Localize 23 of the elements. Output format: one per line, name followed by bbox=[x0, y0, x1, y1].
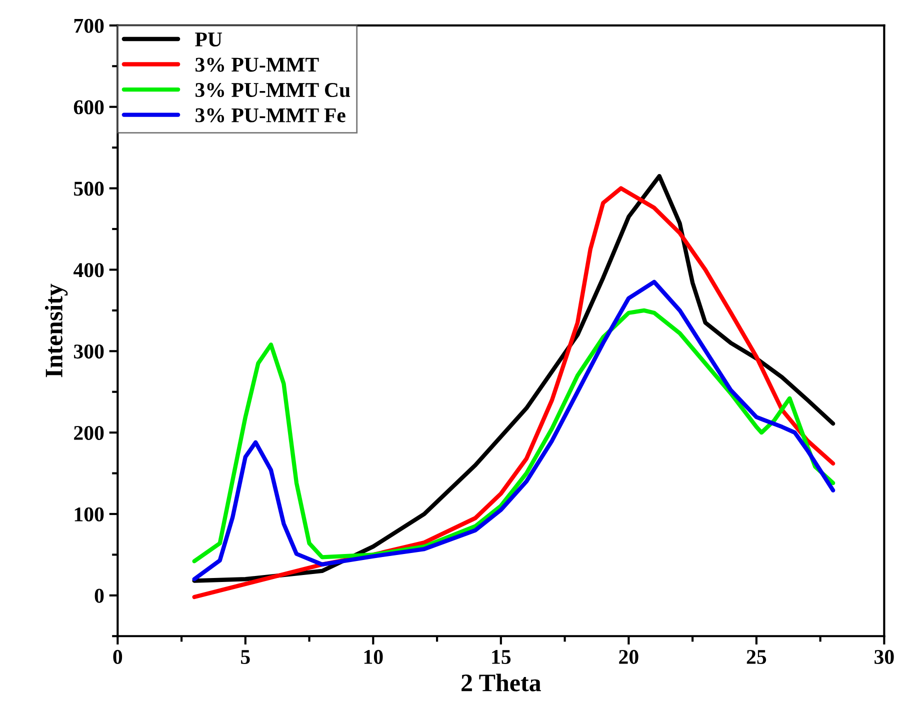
legend-label: 3% PU-MMT bbox=[196, 58, 319, 72]
y-tick-label: 100 bbox=[74, 507, 104, 522]
legend-label: PU bbox=[195, 32, 222, 46]
x-tick-label: 5 bbox=[241, 650, 250, 664]
x-tick-label: 15 bbox=[492, 650, 511, 664]
x-tick-label: 10 bbox=[364, 650, 383, 664]
x-tick-label: 25 bbox=[746, 650, 766, 664]
y-tick-label: 700 bbox=[74, 18, 104, 33]
x-tick-label: 30 bbox=[874, 650, 894, 664]
y-tick-label: 300 bbox=[74, 344, 104, 359]
y-tick-label: 200 bbox=[74, 426, 104, 440]
y-tick-label: 600 bbox=[74, 100, 104, 114]
line-series bbox=[192, 308, 836, 564]
y-axis-title: Intensity bbox=[44, 284, 68, 378]
x-axis-title: 2 Theta bbox=[462, 674, 541, 692]
y-tick-label: 400 bbox=[73, 263, 104, 278]
x-tick-label: 20 bbox=[619, 650, 638, 664]
y-tick-label: 0 bbox=[94, 588, 104, 603]
y-tick-label: 500 bbox=[74, 182, 104, 196]
legend-label: 3% PU-MMT Cu bbox=[196, 82, 350, 98]
legend-label: 3% PU-MMT Fe bbox=[196, 108, 346, 122]
x-tick-label: 0 bbox=[113, 650, 122, 664]
line-series bbox=[192, 280, 836, 582]
